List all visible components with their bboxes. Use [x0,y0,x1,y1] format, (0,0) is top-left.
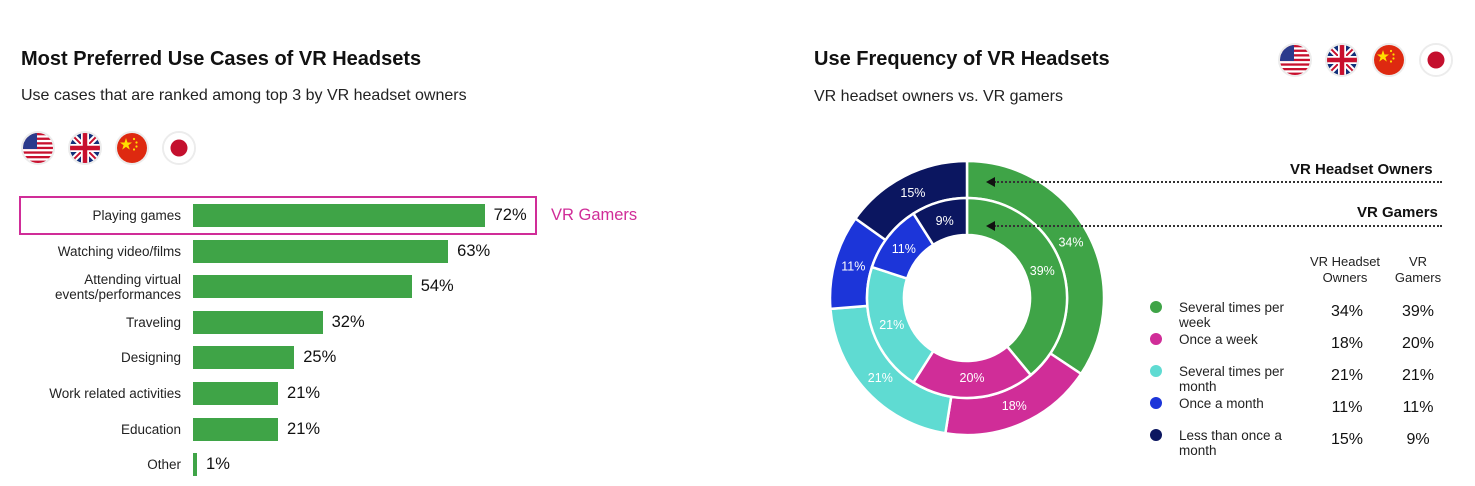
bar-value-label: 25% [303,348,337,367]
donut-slice-label: 18% [1002,399,1027,413]
legend-swatch [1150,333,1162,345]
highlight-label: VR Gamers [551,206,638,224]
bar [193,417,279,441]
bar-category-label: Playing games [92,208,181,223]
bar-category-label: Designing [120,350,181,366]
donut-slice-label: 11% [892,242,916,256]
donut-slice-label: 21% [879,318,904,332]
donut-slice-label: 11% [841,260,865,274]
bar-value-label: 32% [331,312,365,331]
donut-slice-inner [965,196,1069,377]
donut-slice-label: 34% [1058,235,1083,249]
legend-label: Several times per week [1179,300,1285,330]
china-flag-icon [1372,43,1406,77]
column-header-gamers: VR Gamers [1394,254,1442,285]
bar-category-label: Other [147,457,181,473]
bar [193,310,323,334]
legend-label: Less than once a month [1179,428,1282,458]
legend-value: 21% [1330,367,1364,384]
bar-category-label: Work related activities [49,386,181,401]
legend-value: 18% [1330,335,1364,352]
us-flag-icon [1278,43,1312,77]
bar [193,453,198,477]
legend-label: Once a week [1179,331,1258,347]
bar-category-label: Traveling [125,314,181,330]
china-flag-icon [115,131,149,165]
donut-slice-label: 39% [1030,264,1055,278]
uk-flag-icon [68,131,102,165]
arrow-left-icon [986,221,995,231]
legend-value: 39% [1401,303,1435,320]
bar-value-label: 1% [206,455,230,474]
legend-value: 20% [1401,335,1435,352]
bar-value-label: 54% [420,277,454,296]
legend-swatch [1150,301,1162,313]
bar [193,204,485,227]
donut-slice-label: 15% [900,186,925,200]
bar-value-label: 21% [287,419,321,438]
donut-slice-label: 9% [936,214,954,228]
highlight-box [19,196,537,235]
us-flag-icon [21,131,55,165]
legend-swatch [1150,429,1162,441]
bar [193,275,412,299]
uk-flag-icon [1325,43,1359,77]
bar [193,239,449,263]
donut-slice-label: 21% [868,371,893,385]
ring-leader-gamers [994,225,1442,227]
donut-slice-label: 20% [960,371,985,385]
legend-label: Once a month [1179,395,1264,411]
legend-value: 21% [1401,367,1435,384]
bar-category-label: Watching video/films [57,243,181,259]
japan-flag-icon [1419,43,1453,77]
ring-leader-owners [994,181,1442,183]
bar-category-label: Attending virtual events/performances [54,271,181,302]
legend-value: 34% [1330,303,1364,320]
bar-value-label: 21% [287,384,321,402]
bar-chart-title: Most Preferred Use Cases of VR Headsets [21,48,422,70]
legend-swatch [1150,397,1162,409]
bar [193,382,279,405]
legend-value: 11% [1402,399,1434,416]
donut-chart-subtitle: VR headset owners vs. VR gamers [814,88,1063,105]
bar-value-label: 63% [457,241,491,260]
column-header-owners: VR Headset Owners [1309,254,1381,285]
bar [193,346,295,370]
donut-chart-title: Use Frequency of VR Headsets [814,48,1110,70]
donut-slice-inner [911,196,969,247]
legend-value: 9% [1406,431,1430,448]
legend-swatch [1150,365,1162,377]
japan-flag-icon [162,131,196,165]
arrow-left-icon [986,177,995,187]
legend-label: Several times per month [1179,364,1285,394]
bar-category-label: Education [120,421,181,437]
bar-value-label: 72% [493,206,527,224]
legend-value: 15% [1330,431,1364,448]
bar-chart-subtitle: Use cases that are ranked among top 3 by… [21,87,467,104]
ring-label-gamers: VR Gamers [1357,204,1438,221]
legend-value: 11% [1331,399,1363,416]
ring-label-owners: VR Headset Owners [1290,161,1433,178]
